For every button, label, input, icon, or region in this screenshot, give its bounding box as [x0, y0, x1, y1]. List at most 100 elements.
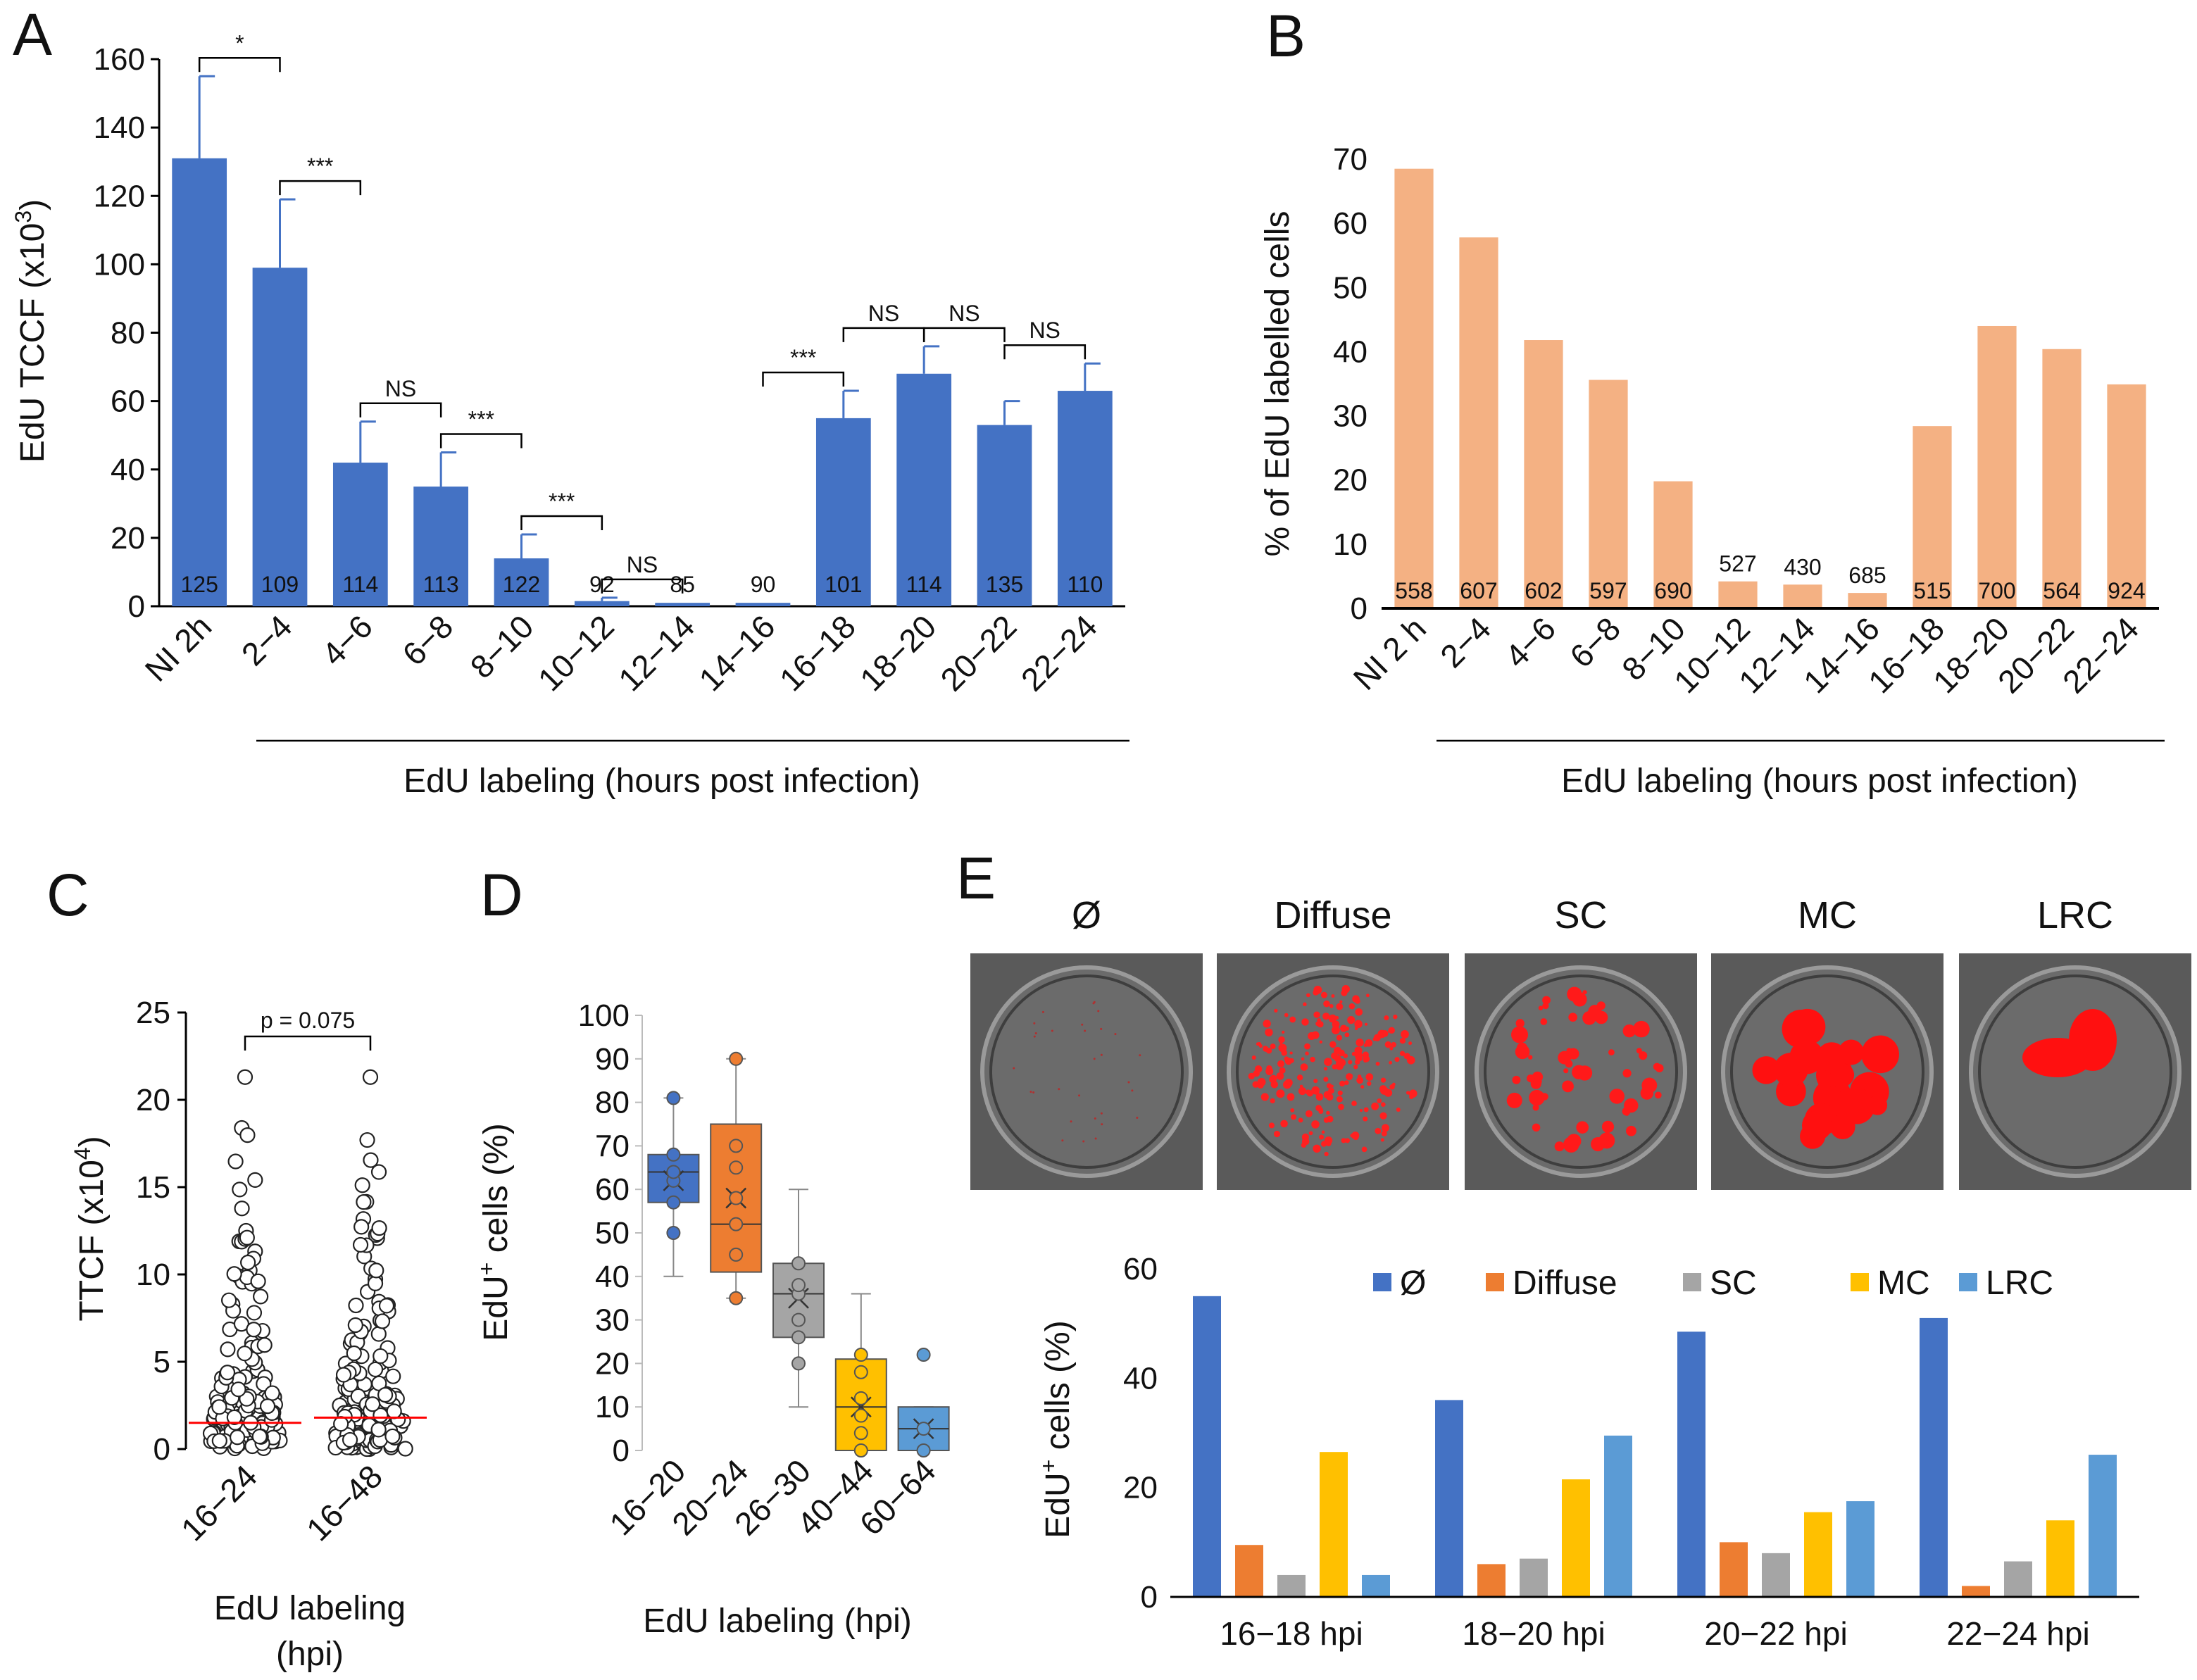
e-edu-focus	[1366, 1081, 1372, 1086]
e-edu-focus	[1330, 1084, 1334, 1088]
e-edu-focus	[1639, 1051, 1648, 1060]
e-edu-focus	[1323, 1091, 1332, 1099]
a-y-axis-title-part-0: EdU TCCF (x10	[14, 223, 51, 463]
e-edu-focus	[1365, 1039, 1373, 1047]
c-y-tick-label: 5	[154, 1345, 170, 1379]
d-data-point	[729, 1139, 744, 1153]
c-data-point-max	[362, 1069, 379, 1085]
a-significance-label: NS	[385, 376, 416, 401]
e-edu-focus	[1289, 1016, 1296, 1023]
d-y-tick-label: 100	[578, 998, 630, 1033]
b-n-label: 602	[1525, 578, 1562, 603]
a-y-tick-label: 0	[128, 589, 145, 624]
a-x-tick-label: 10−12	[531, 608, 621, 698]
e-edu-focus	[1304, 1043, 1310, 1050]
a-x-tick-label: 6−8	[395, 608, 460, 672]
e-edu-focus	[1332, 1026, 1340, 1034]
e-x-tick-label: 20−22 hpi	[1704, 1615, 1847, 1652]
e-edu-focus	[1829, 1114, 1855, 1139]
e-edu-focus	[1391, 1041, 1397, 1048]
e-edu-focus	[1306, 993, 1310, 998]
a-x-tick-label: 8−10	[463, 608, 541, 685]
e-edu-focus	[1313, 1144, 1321, 1153]
e-edu-focus	[1375, 1127, 1382, 1134]
e-edu-focus	[1311, 1031, 1320, 1039]
d-data-point	[729, 1217, 744, 1231]
b-bar	[2042, 349, 2082, 608]
a-x-tick-label: 2−4	[234, 608, 299, 672]
d-data-point	[666, 1091, 681, 1105]
e-edu-focus	[1058, 1088, 1060, 1091]
e-x-tick-label: 22−24 hpi	[1946, 1615, 2089, 1652]
e-edu-focus	[1034, 1032, 1037, 1035]
c-data-point	[373, 1348, 389, 1365]
e-edu-focus	[1313, 1011, 1320, 1018]
e-edu-focus	[1029, 1091, 1032, 1093]
e-edu-focus	[1319, 1040, 1322, 1043]
a-significance-bracket	[279, 180, 362, 196]
b-y-tick-label: 30	[1333, 399, 1367, 434]
d-data-point	[666, 1147, 681, 1162]
c-data-point	[240, 1254, 256, 1271]
e-edu-focus	[1032, 1091, 1035, 1093]
e-edu-focus	[1353, 1134, 1359, 1141]
b-y-tick-label: 50	[1333, 270, 1367, 305]
b-n-label: 700	[1978, 578, 2015, 603]
e-micrograph-label: SC	[1554, 894, 1607, 936]
c-data-point	[359, 1132, 375, 1148]
panel-d-box-chart: 010203040506070809010016−2020−2426−3040−…	[474, 998, 950, 1640]
e-edu-focus	[1354, 1020, 1363, 1029]
c-data-point	[250, 1273, 266, 1289]
b-bar	[1977, 325, 2017, 608]
e-edu-focus	[1365, 1073, 1374, 1081]
a-x-tick-label: 20−22	[933, 608, 1023, 698]
d-x-axis-title: EdU labeling (hpi)	[643, 1603, 912, 1640]
b-bar	[1913, 426, 1952, 608]
e-edu-focus	[1270, 1098, 1275, 1104]
d-y-axis-title-part-1: +	[474, 1262, 499, 1276]
d-data-point	[666, 1226, 681, 1240]
b-bar	[1783, 584, 1822, 608]
e-edu-focus	[1252, 1081, 1259, 1088]
a-x-tick-label: 4−6	[315, 608, 380, 672]
a-significance-bracket	[922, 327, 1006, 342]
a-bar	[896, 373, 952, 606]
d-data-point	[916, 1443, 931, 1458]
e-edu-focus	[1325, 1141, 1332, 1147]
c-data-point	[251, 1429, 268, 1445]
e-edu-focus	[1515, 1044, 1530, 1060]
e-edu-focus	[1303, 1002, 1307, 1007]
c-data-point	[234, 1201, 250, 1217]
b-n-label: 924	[2108, 578, 2145, 603]
e-edu-focus	[1094, 1137, 1097, 1140]
e-edu-focus	[1100, 1053, 1103, 1056]
e-edu-focus	[1265, 1028, 1273, 1036]
e-edu-focus	[1363, 1107, 1369, 1112]
a-n-label: 135	[986, 572, 1023, 597]
e-bar	[1320, 1452, 1348, 1597]
e-edu-focus	[1305, 1110, 1313, 1117]
e-edu-focus	[1094, 1117, 1096, 1120]
a-bar	[574, 601, 630, 606]
e-edu-focus	[1131, 1089, 1134, 1092]
e-edu-focus	[1326, 1110, 1330, 1115]
b-bar	[1394, 168, 1434, 608]
a-bar	[494, 558, 549, 606]
a-significance-label: NS	[868, 301, 899, 326]
e-edu-focus	[1296, 1074, 1303, 1081]
e-edu-focus	[1542, 996, 1551, 1005]
c-data-point	[342, 1431, 358, 1448]
e-edu-focus	[1381, 1124, 1389, 1132]
e-edu-focus	[1408, 1041, 1413, 1046]
e-bar	[1435, 1400, 1463, 1597]
d-y-tick-label: 10	[595, 1390, 630, 1424]
e-legend-label: LRC	[1986, 1265, 2053, 1302]
a-n-label: 101	[825, 572, 862, 597]
e-edu-focus	[1290, 1108, 1295, 1112]
e-edu-focus	[1399, 1038, 1406, 1044]
e-edu-focus	[1317, 1021, 1324, 1028]
a-significance-bracket	[439, 433, 522, 449]
c-data-point	[229, 1429, 246, 1446]
e-edu-focus	[1313, 989, 1319, 996]
e-bar	[1235, 1545, 1263, 1597]
